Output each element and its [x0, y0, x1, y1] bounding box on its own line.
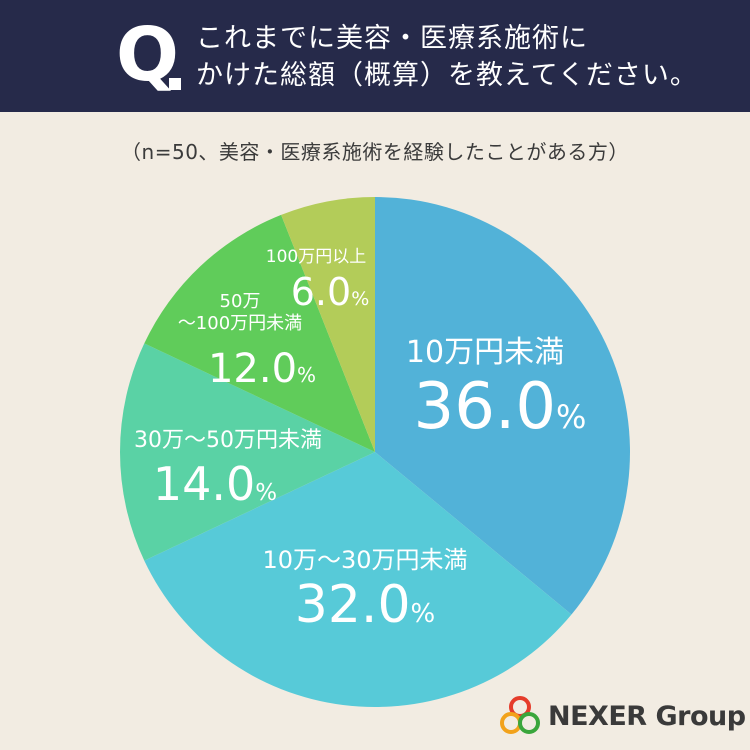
- slice-label-3: 30万～50万円未満: [134, 428, 322, 453]
- slice-label-2: 10万～30万円未満: [262, 546, 467, 574]
- logo-text: NEXER Group: [548, 700, 746, 732]
- pie-slice-5: [281, 197, 375, 452]
- slice-label-5: 100万円以上: [266, 247, 366, 267]
- question-header: Q これまでに美容・医療系施術に かけた総額（概算）を教えてください。: [0, 0, 750, 112]
- question-mark-dot: [169, 78, 181, 90]
- question-line-1: これまでに美容・医療系施術に: [196, 23, 588, 54]
- logo-rings-icon: [500, 696, 540, 734]
- slice-value-5: 6.0%: [291, 270, 370, 314]
- pie-slice-3: [120, 343, 375, 561]
- pie-slice-1: [375, 197, 630, 615]
- slice-value-4: 12.0%: [208, 346, 316, 392]
- slice-label-1: 10万円未満: [406, 335, 564, 370]
- pie-slice-4: [144, 214, 375, 452]
- sample-note: （n=50、美容・医療系施術を経験したことがある方）: [121, 140, 629, 164]
- question-text: これまでに美容・医療系施術に かけた総額（概算）を教えてください。: [196, 20, 716, 94]
- question-mark-q: Q: [116, 12, 179, 98]
- question-line-2: かけた総額（概算）を教えてください。: [196, 60, 698, 91]
- slice-label-4: 50万～100万円未満: [178, 291, 302, 334]
- slice-value-1: 36.0%: [414, 370, 587, 444]
- slice-value-2: 32.0%: [295, 575, 436, 635]
- pie-slice-2: [144, 452, 572, 707]
- nexer-group-logo: NEXER Group: [498, 694, 746, 738]
- slice-value-3: 14.0%: [153, 457, 277, 511]
